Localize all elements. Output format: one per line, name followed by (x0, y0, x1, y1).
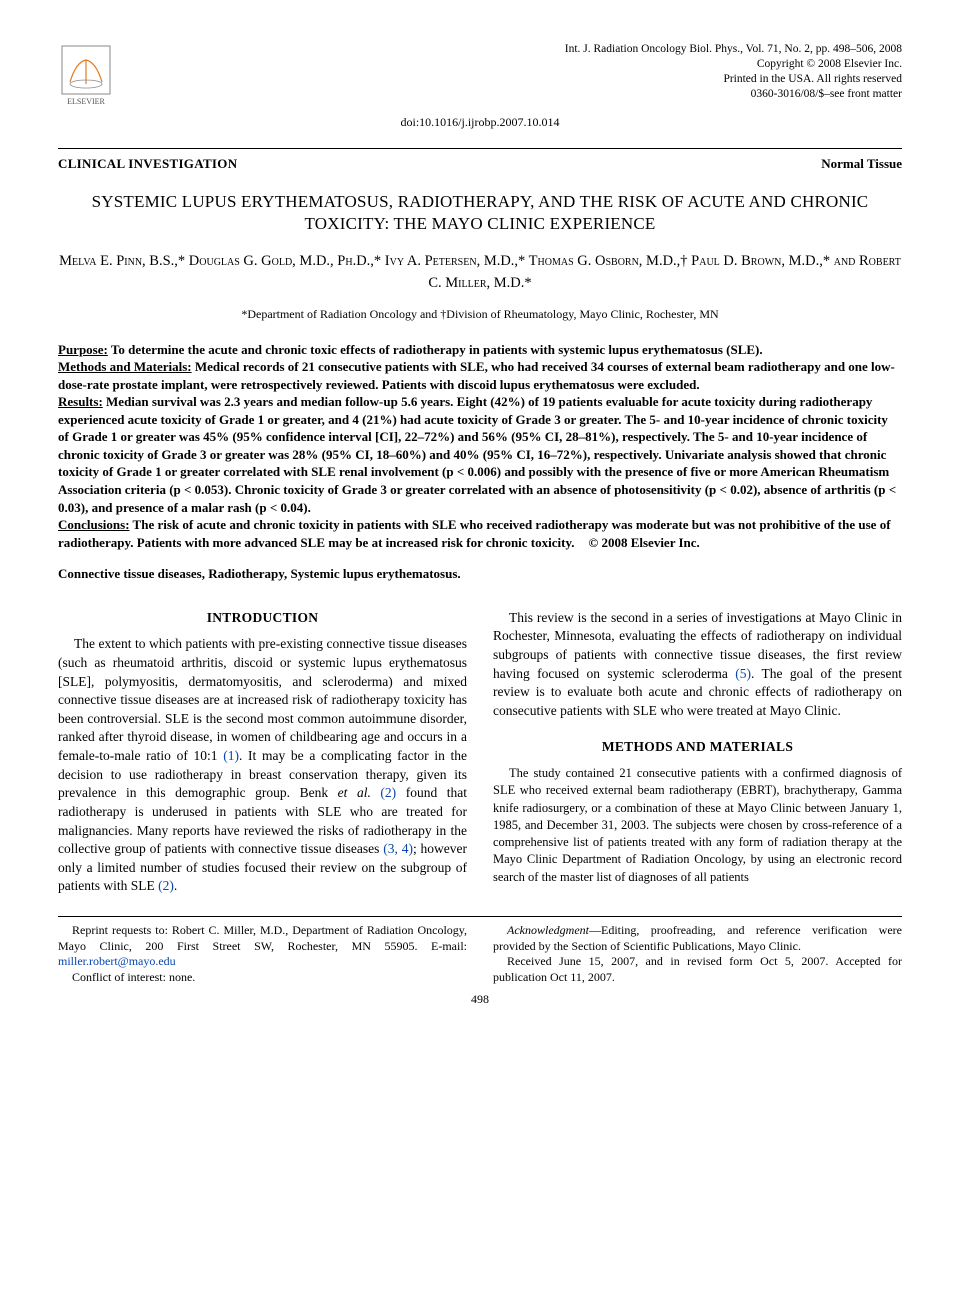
ref-2[interactable]: (2) (371, 785, 396, 800)
intro-heading: INTRODUCTION (58, 609, 467, 628)
abstract-purpose-head: Purpose: (58, 342, 108, 357)
abstract-conclusions: The risk of acute and chronic toxicity i… (58, 517, 891, 550)
footer-right: Acknowledgment—Editing, proofreading, an… (493, 923, 902, 985)
methods-heading: METHODS AND MATERIALS (493, 738, 902, 757)
abstract-purpose: To determine the acute and chronic toxic… (108, 342, 763, 357)
section-tag: Normal Tissue (821, 155, 902, 173)
affiliations: *Department of Radiation Oncology and †D… (58, 306, 902, 322)
column-left: INTRODUCTION The extent to which patient… (58, 609, 467, 896)
abstract-results-head: Results: (58, 394, 103, 409)
keywords: Connective tissue diseases, Radiotherapy… (58, 565, 902, 583)
methods-p1: The study contained 21 consecutive patie… (493, 765, 902, 886)
header: ELSEVIER Int. J. Radiation Oncology Biol… (58, 42, 902, 106)
footer: Reprint requests to: Robert C. Miller, M… (58, 916, 902, 985)
reprint-request: Reprint requests to: Robert C. Miller, M… (58, 923, 467, 970)
ref-1[interactable]: (1) (223, 748, 239, 763)
ref-5[interactable]: (5) (735, 666, 751, 681)
column-right: This review is the second in a series of… (493, 609, 902, 896)
acknowledgment: Acknowledgment—Editing, proofreading, an… (493, 923, 902, 954)
abstract-conclusions-head: Conclusions: (58, 517, 130, 532)
body-columns: INTRODUCTION The extent to which patient… (58, 609, 902, 896)
section-label: CLINICAL INVESTIGATION (58, 155, 237, 173)
svg-text:ELSEVIER: ELSEVIER (67, 97, 105, 106)
email-link[interactable]: miller.robert@mayo.edu (58, 954, 176, 968)
doi: doi:10.1016/j.ijrobp.2007.10.014 (58, 114, 902, 130)
abstract-methods-head: Methods and Materials: (58, 359, 192, 374)
received: Received June 15, 2007, and in revised f… (493, 954, 902, 985)
intro-p2: This review is the second in a series of… (493, 609, 902, 721)
ref-3-4[interactable]: (3, 4) (383, 841, 413, 856)
authors: Melva E. Pinn, B.S.,* Douglas G. Gold, M… (58, 251, 902, 295)
abstract-copyright: © 2008 Elsevier Inc. (589, 535, 700, 550)
journal-info: Int. J. Radiation Oncology Biol. Phys., … (565, 42, 902, 102)
section-row: CLINICAL INVESTIGATION Normal Tissue (58, 148, 902, 173)
elsevier-logo: ELSEVIER (58, 42, 114, 106)
journal-printed: Printed in the USA. All rights reserved (565, 72, 902, 87)
footer-left: Reprint requests to: Robert C. Miller, M… (58, 923, 467, 985)
intro-p1: The extent to which patients with pre-ex… (58, 635, 467, 896)
page-number: 498 (58, 991, 902, 1007)
journal-copyright: Copyright © 2008 Elsevier Inc. (565, 57, 902, 72)
conflict: Conflict of interest: none. (58, 970, 467, 986)
journal-issn: 0360-3016/08/$–see front matter (565, 87, 902, 102)
ref-2b[interactable]: (2) (158, 878, 174, 893)
article-title: SYSTEMIC LUPUS ERYTHEMATOSUS, RADIOTHERA… (58, 191, 902, 235)
abstract-results: Median survival was 2.3 years and median… (58, 394, 896, 514)
journal-citation: Int. J. Radiation Oncology Biol. Phys., … (565, 42, 902, 57)
abstract: Purpose: To determine the acute and chro… (58, 341, 902, 552)
